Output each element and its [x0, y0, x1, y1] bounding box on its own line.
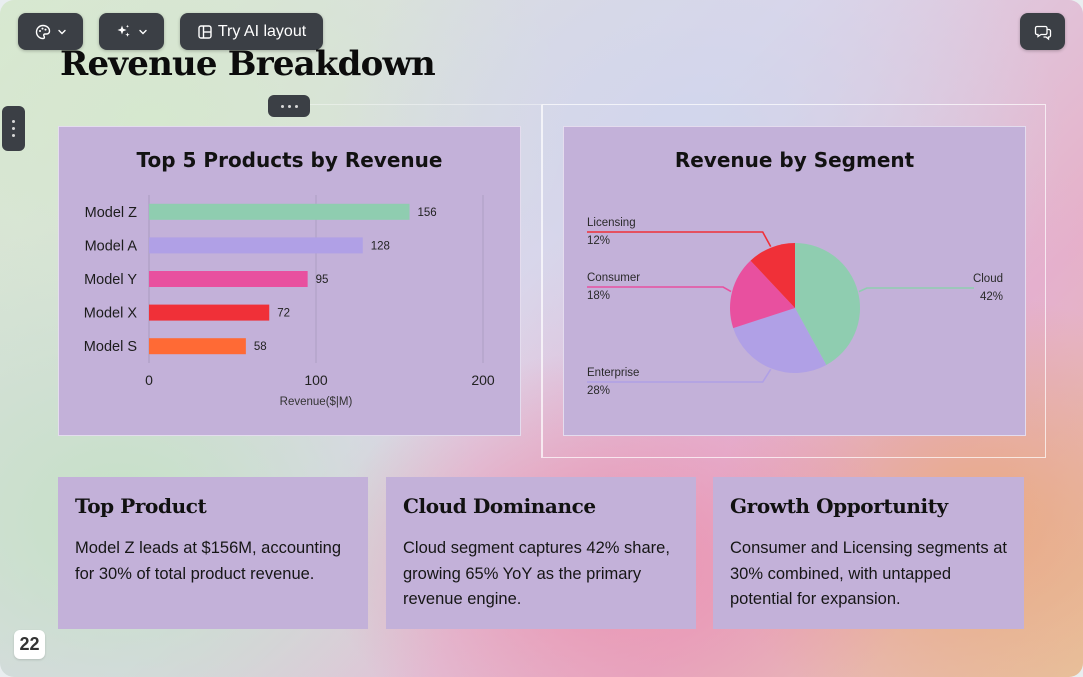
card-title: Top Product: [75, 494, 207, 518]
y-category-label: Model A: [85, 238, 138, 254]
pie-chart: Cloud 42% Enterprise 28% Consumer 18% Licensin…: [587, 217, 1003, 397]
selection-frame-left: [288, 104, 542, 458]
pie-percent-label: 42%: [980, 291, 1003, 303]
pie-leader-line: [858, 287, 974, 293]
pie-slice: [750, 243, 795, 308]
chevron-down-icon: [57, 29, 66, 34]
y-category-label: Model Z: [85, 205, 138, 221]
bar-value-label: 128: [371, 240, 390, 252]
pie-slice: [795, 243, 860, 365]
bar-value-label: 58: [254, 341, 267, 353]
bar-chart-title: Top 5 Products by Revenue: [136, 148, 443, 172]
pie-chart-title: Revenue by Segment: [674, 148, 915, 172]
page-number: 22: [14, 630, 45, 659]
pie-percent-label: 18%: [587, 290, 610, 302]
ai-menu-button[interactable]: [99, 13, 164, 50]
slide-side-drag-handle[interactable]: [2, 106, 25, 151]
bar-chart: 0 100 200 Model Z 156 Model A 128 Model Y 95 Mode…: [84, 195, 495, 408]
pie-slice: [730, 260, 795, 329]
sparkles-icon: [117, 24, 130, 37]
bar-value-label: 156: [418, 207, 437, 219]
y-category-label: Model Y: [84, 272, 137, 288]
slide-title[interactable]: Revenue Breakdown: [60, 44, 436, 84]
theme-button[interactable]: [18, 13, 83, 50]
comments-icon: [1034, 25, 1051, 40]
pie-segment-label: Enterprise: [587, 367, 639, 379]
pie-percent-label: 28%: [587, 385, 610, 397]
pie-slice: [733, 308, 827, 373]
pie-leader-line: [587, 368, 772, 383]
palette-icon: [35, 24, 50, 39]
layout-icon: [198, 24, 212, 39]
x-tick-label: 100: [304, 372, 328, 388]
bar-value-label: 72: [277, 308, 290, 320]
chevron-down-icon: [139, 29, 147, 34]
x-tick-label: 200: [471, 372, 495, 388]
card-body: Cloud segment captures 42% share, growin…: [403, 539, 670, 608]
bar-chart-panel[interactable]: Top 5 Products by Revenue 0 100 200 Model Z…: [58, 126, 521, 436]
x-tick-label: 0: [145, 372, 153, 388]
pie-segment-label: Consumer: [587, 272, 640, 284]
bar: [149, 203, 410, 220]
pie-leader-line: [587, 286, 732, 293]
bar: [149, 237, 363, 254]
card-title: Cloud Dominance: [403, 494, 596, 518]
card-title: Growth Opportunity: [730, 494, 948, 518]
try-ai-layout-button[interactable]: Try AI layout: [180, 13, 323, 50]
pie-segment-label: Cloud: [973, 273, 1003, 285]
pie-leader-line: [587, 231, 772, 248]
insight-card-cloud-dominance[interactable]: Cloud Dominance Cloud segment captures 4…: [386, 477, 696, 629]
selection-frame-right: [542, 104, 1046, 458]
bar: [149, 338, 246, 355]
block-drag-handle[interactable]: [268, 95, 310, 117]
pie-chart-panel[interactable]: Revenue by Segment Cloud 42% Enterprise 28%…: [563, 126, 1026, 436]
pie-percent-label: 12%: [587, 235, 610, 247]
card-body: Consumer and Licensing segments at 30% c…: [730, 539, 1007, 608]
insight-card-growth-opportunity[interactable]: Growth Opportunity Consumer and Licensin…: [713, 477, 1024, 629]
card-body: Model Z leads at $156M, accounting for 3…: [75, 539, 341, 583]
insight-card-top-product[interactable]: Top Product Model Z leads at $156M, acco…: [58, 477, 368, 629]
x-axis-title: Revenue($|M): [280, 396, 353, 408]
y-category-label: Model X: [84, 306, 138, 322]
try-ai-layout-label: Try AI layout: [217, 22, 307, 40]
bar-value-label: 95: [316, 274, 329, 286]
y-category-label: Model S: [84, 339, 137, 355]
pie-segment-label: Licensing: [587, 217, 636, 229]
bar: [149, 271, 308, 287]
comments-button[interactable]: [1020, 13, 1065, 50]
bar: [149, 304, 270, 321]
